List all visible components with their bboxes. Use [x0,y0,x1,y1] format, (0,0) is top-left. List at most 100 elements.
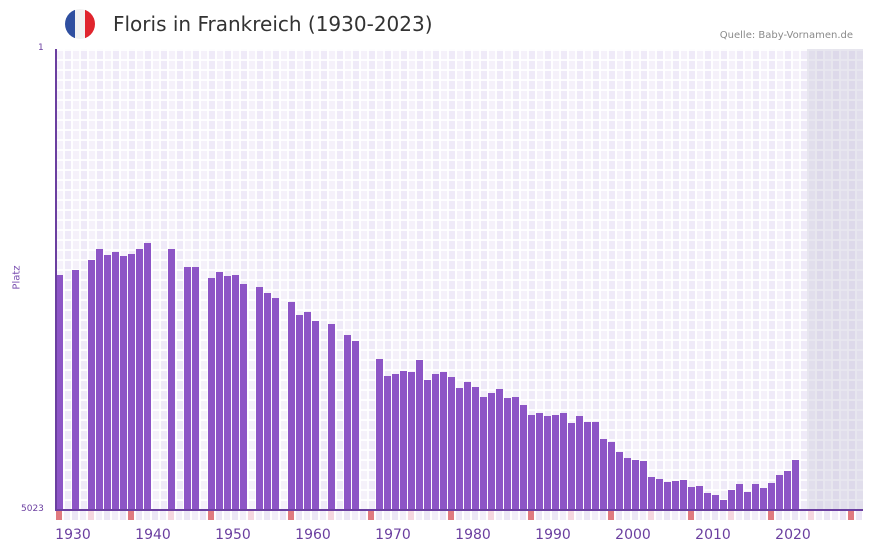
bar-1971[interactable] [384,376,391,510]
bar-1934[interactable] [88,259,95,510]
bar-1937[interactable] [112,251,119,510]
bar-1988[interactable] [520,405,527,510]
bar-2018[interactable] [760,488,767,510]
year-marker-1964 [328,511,334,520]
bar-1949[interactable] [208,277,215,510]
bar-1938[interactable] [120,255,127,510]
bar-1953[interactable] [240,283,247,510]
bar-1976[interactable] [424,380,431,510]
bar-2020[interactable] [776,475,783,510]
bar-1999[interactable] [608,442,615,510]
x-label-2010: 2010 [695,527,731,543]
bar-1952[interactable] [232,274,239,510]
year-marker-1933 [80,511,86,520]
bar-1957[interactable] [272,298,279,510]
bar-1932[interactable] [72,269,79,510]
year-marker-1990 [536,511,542,520]
year-marker-1998 [600,511,606,520]
bar-2013[interactable] [720,500,727,510]
bar-1972[interactable] [392,374,399,510]
bar-2014[interactable] [728,490,735,510]
bar-1986[interactable] [504,398,511,510]
bar-1960[interactable] [296,314,303,510]
x-label-1950: 1950 [215,527,251,543]
bar-1946[interactable] [184,266,191,510]
bar-1980[interactable] [456,388,463,510]
bar-2009[interactable] [688,487,695,510]
bar-2019[interactable] [768,483,775,510]
bar-2001[interactable] [624,458,631,510]
bar-1993[interactable] [560,413,567,510]
bar-1951[interactable] [224,275,231,510]
bar-2021[interactable] [784,471,791,510]
bar-2016[interactable] [744,492,751,510]
bar-1941[interactable] [144,242,151,510]
bar-1996[interactable] [584,422,591,510]
bar-1989[interactable] [528,415,535,510]
bar-1979[interactable] [448,377,455,510]
x-label-1930: 1930 [55,527,91,543]
bar-1939[interactable] [128,253,135,510]
year-marker-1953 [240,511,246,520]
year-marker-1954 [248,511,254,520]
bar-2015[interactable] [736,484,743,510]
bar-1961[interactable] [304,311,311,510]
bar-1977[interactable] [432,374,439,510]
year-marker-1969 [368,511,374,520]
bar-1991[interactable] [544,416,551,510]
y-axis-title: Platz [11,265,23,290]
x-label-1970: 1970 [375,527,411,543]
year-marker-1955 [256,511,262,520]
bar-1987[interactable] [512,397,519,510]
bar-1985[interactable] [496,389,503,510]
bar-2004[interactable] [648,477,655,510]
bar-1974[interactable] [408,371,415,510]
year-marker-1999 [608,511,614,520]
bar-1950[interactable] [216,271,223,510]
year-marker-2027 [832,511,838,520]
bar-1978[interactable] [440,371,447,510]
bar-1967[interactable] [352,340,359,510]
bar-1992[interactable] [552,415,559,510]
bar-1964[interactable] [328,323,335,510]
bar-1984[interactable] [488,393,495,510]
bar-2005[interactable] [656,479,663,510]
bar-1994[interactable] [568,423,575,510]
bar-1966[interactable] [344,334,351,510]
bar-1982[interactable] [472,387,479,510]
year-marker-1939 [128,511,134,520]
bar-2017[interactable] [752,484,759,510]
bar-1997[interactable] [592,422,599,510]
bar-1995[interactable] [576,416,583,510]
year-marker-2006 [664,511,670,520]
bar-1970[interactable] [376,359,383,510]
bar-1936[interactable] [104,254,111,510]
bar-2003[interactable] [640,461,647,510]
bar-1940[interactable] [136,248,143,510]
bar-2022[interactable] [792,460,799,510]
bar-1935[interactable] [96,248,103,510]
bar-1981[interactable] [464,381,471,510]
bar-1959[interactable] [288,301,295,510]
bar-1973[interactable] [400,370,407,510]
bar-2010[interactable] [696,486,703,510]
bar-1930[interactable] [56,274,63,510]
bar-1998[interactable] [600,439,607,510]
bar-1962[interactable] [312,320,319,510]
year-marker-1973 [400,511,406,520]
bar-1955[interactable] [256,286,263,510]
bar-1944[interactable] [168,248,175,510]
bar-2007[interactable] [672,481,679,510]
bar-2002[interactable] [632,460,639,510]
bar-2006[interactable] [664,482,671,510]
bar-1956[interactable] [264,292,271,510]
bar-1947[interactable] [192,266,199,510]
bar-2012[interactable] [712,495,719,510]
bar-2000[interactable] [616,452,623,510]
bar-1975[interactable] [416,360,423,510]
bar-1983[interactable] [480,397,487,510]
year-marker-1937 [112,511,118,520]
bar-2008[interactable] [680,480,687,510]
bar-1990[interactable] [536,413,543,510]
bar-2011[interactable] [704,493,711,510]
